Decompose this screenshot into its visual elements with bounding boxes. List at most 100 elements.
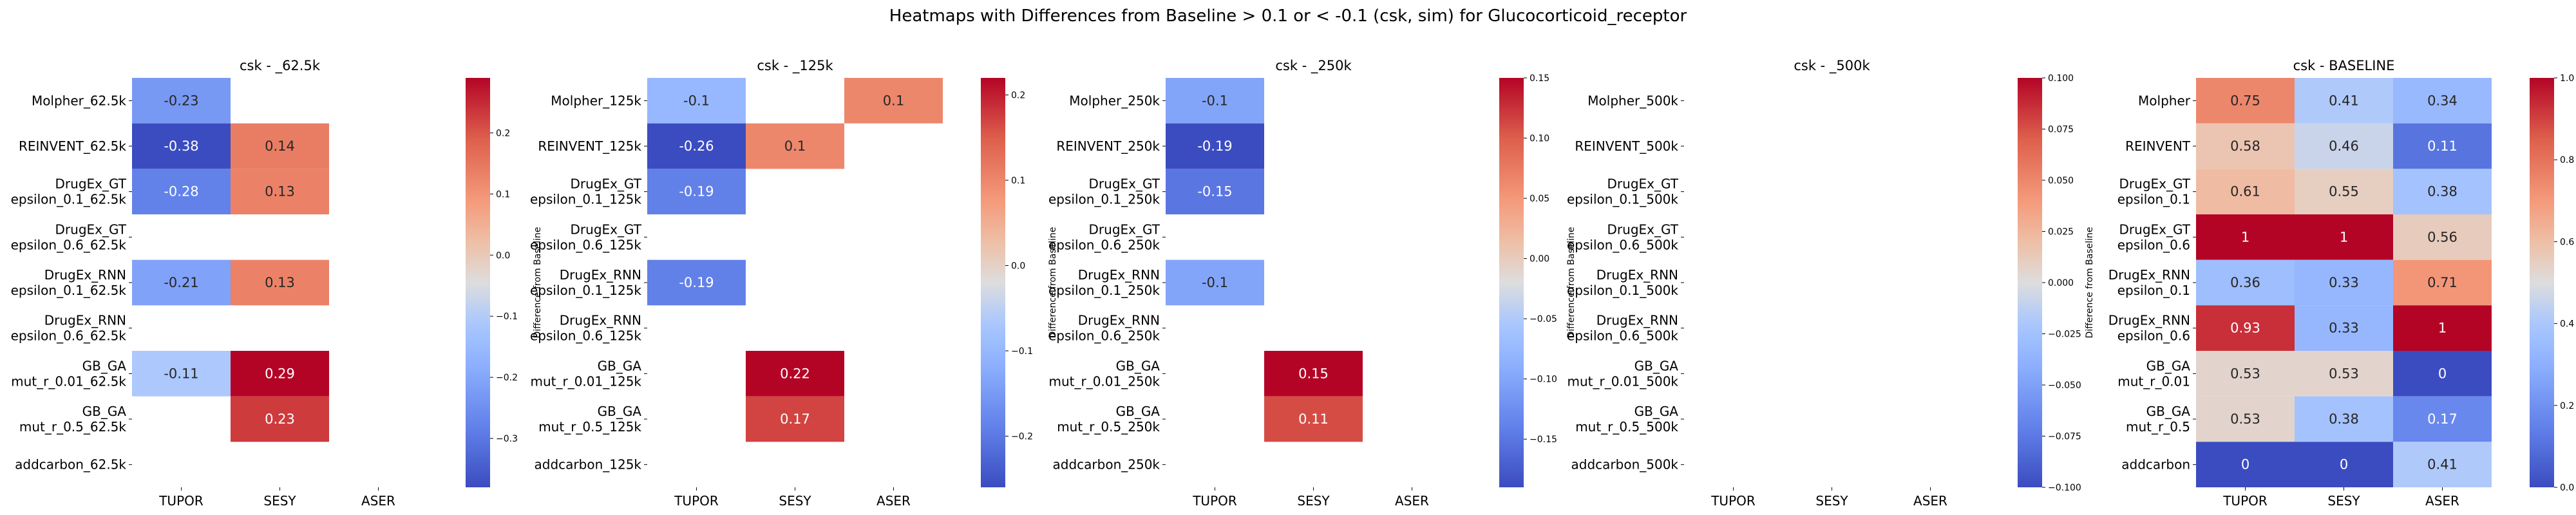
cell-value-label: 0.29: [265, 366, 295, 381]
cell-value-label: 0.36: [2230, 275, 2260, 290]
colorbar-tick-label: 0.05: [1530, 194, 1549, 204]
row-label: epsilon_0.6_125k: [530, 237, 641, 252]
heatmap-cell: [231, 169, 329, 214]
cell-value-label: 0: [2241, 457, 2249, 473]
heatmap-cell: [2196, 169, 2295, 214]
colorbar-tick-label: −0.2: [1011, 432, 1033, 442]
colorbar-tick-label: 0.00: [1530, 254, 1549, 265]
row-label: epsilon_0.1_62.5k: [11, 192, 127, 207]
cell-value-label: 0.34: [2427, 93, 2458, 108]
heatmap-panel: csk - _62.5k -0.23 -0.38 0.14 -0.28 0.13 -0.21…: [11, 58, 543, 509]
row-label: GB_GA: [82, 404, 127, 419]
colorbar-tick-label: −0.050: [2048, 380, 2081, 391]
colorbar-tick-label: 0.075: [2048, 125, 2074, 135]
cell-value-label: 0.93: [2230, 321, 2260, 336]
colorbar-tick-label: −0.025: [2048, 330, 2081, 340]
row-label: epsilon_0.6_500k: [1567, 328, 1678, 344]
colorbar-tick-label: 0.1: [496, 189, 510, 200]
colorbar-tick-label: 0.100: [2048, 73, 2074, 84]
cell-value-label: 0.14: [265, 138, 295, 154]
heatmap-cell: [231, 259, 329, 306]
row-label: epsilon_0.6: [2117, 328, 2190, 344]
row-label: DrugEx_GT: [55, 221, 127, 237]
column-label: ASER: [1913, 493, 1947, 509]
colorbar-tick-label: −0.100: [2048, 483, 2081, 493]
colorbar-tick-label: −0.3: [496, 434, 518, 444]
heatmap-cell: [2196, 396, 2295, 442]
cell-value-label: 0.1: [883, 93, 904, 108]
heatmap-cell: [132, 169, 231, 214]
row-label: addcarbon_125k: [535, 457, 642, 473]
cell-value-label: 0: [2438, 366, 2447, 381]
colorbar-tick-label: 0.6: [2560, 237, 2574, 247]
row-label: addcarbon_250k: [1053, 457, 1160, 473]
row-label: epsilon_0.1: [2117, 283, 2190, 298]
cell-value-label: 0.41: [2427, 457, 2458, 473]
heatmap-cell: [231, 123, 329, 169]
heatmap-cell: [2196, 214, 2295, 260]
row-label: DrugEx_RNN: [44, 267, 126, 283]
column-label: TUPOR: [1192, 493, 1237, 509]
colorbar-tick-label: 0.050: [2048, 176, 2074, 186]
column-label: SESY: [1815, 493, 1848, 509]
heatmap-cell: [2196, 78, 2295, 124]
cell-value-label: 0.61: [2230, 184, 2260, 200]
heatmap-cell: [2295, 214, 2393, 260]
row-label: DrugEx_RNN: [1078, 267, 1160, 283]
column-label: ASER: [876, 493, 911, 509]
cell-value-label: 0.55: [2329, 184, 2359, 200]
colorbar-tick-label: 0.0: [496, 250, 510, 261]
row-label: DrugEx_RNN: [44, 313, 126, 328]
row-label: Molpher_250k: [1069, 93, 1160, 108]
heatmap-cell: [231, 351, 329, 397]
heatmap-panel: csk - _125k -0.1 0.1 -0.26 0.1 -0.19 -0.19 0.22…: [530, 58, 1058, 509]
heatmap-cell: [2393, 442, 2492, 487]
cell-value-label: -0.28: [164, 184, 198, 200]
column-label: TUPOR: [674, 493, 719, 509]
colorbar-label: Difference from Baseline: [2085, 227, 2095, 338]
cell-value-label: -0.1: [1202, 93, 1228, 108]
heatmap-cell: [2295, 396, 2393, 442]
heatmap-cell: [1166, 123, 1264, 169]
cell-value-label: 0.71: [2427, 275, 2458, 290]
heatmap-cell: [2295, 442, 2393, 487]
cell-value-label: 0.13: [265, 184, 295, 200]
row-label: DrugEx_RNN: [1596, 267, 1678, 283]
row-label: DrugEx_RNN: [2108, 313, 2190, 328]
cell-value-label: -0.19: [679, 184, 714, 200]
panel-title: csk - _500k: [1794, 58, 1870, 74]
heatmap-cell: [647, 78, 746, 124]
cell-value-label: -0.1: [1202, 275, 1228, 290]
cell-value-label: 0.58: [2230, 138, 2260, 154]
cell-value-label: 0.41: [2329, 93, 2359, 108]
row-label: GB_GA: [1634, 404, 1679, 419]
colorbar: [2530, 78, 2554, 487]
column-label: SESY: [2327, 493, 2360, 509]
row-label: epsilon_0.1_62.5k: [11, 283, 127, 298]
colorbar-tick-label: −0.1: [496, 312, 518, 322]
cell-value-label: 0.11: [2427, 138, 2458, 154]
colorbar: [466, 78, 490, 487]
cell-value-label: 0.53: [2230, 366, 2260, 381]
row-label: epsilon_0.6_62.5k: [11, 328, 127, 344]
heatmap-cell: [2295, 351, 2393, 397]
row-label: epsilon_0.1: [2117, 192, 2190, 207]
row-label: Molpher_500k: [1587, 93, 1678, 108]
cell-value-label: 0.75: [2230, 93, 2260, 108]
heatmap-cell: [647, 169, 746, 214]
colorbar-tick-label: −0.075: [2048, 432, 2081, 442]
row-label: mut_r_0.5_125k: [538, 419, 641, 435]
row-label: DrugEx_RNN: [1078, 313, 1160, 328]
row-label: mut_r_0.5_500k: [1575, 419, 1678, 435]
row-label: mut_r_0.01_125k: [530, 373, 641, 389]
cell-value-label: 0.15: [1298, 366, 1329, 381]
row-label: GB_GA: [1116, 404, 1160, 419]
row-label: epsilon_0.1_500k: [1567, 283, 1678, 298]
row-label: addcarbon: [2121, 457, 2190, 473]
colorbar-tick-label: −0.1: [1011, 346, 1033, 357]
colorbar-tick-label: 0.2: [496, 128, 510, 138]
colorbar-label: Difference from Baseline: [533, 227, 543, 338]
row-label: addcarbon_62.5k: [15, 457, 126, 473]
row-label: DrugEx_GT: [571, 176, 642, 192]
